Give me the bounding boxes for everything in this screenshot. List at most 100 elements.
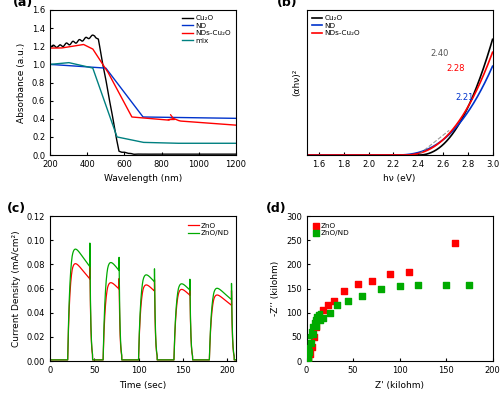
Cu₂O: [210, 152, 216, 156]
Cu₂O: [233, 152, 239, 156]
Cu₂O: [126, 151, 132, 156]
ZnO/ND: [326, 310, 334, 316]
Point: [304, 355, 312, 361]
ZnO: [308, 344, 316, 350]
ND: [308, 153, 314, 158]
Text: 2.28: 2.28: [446, 64, 465, 73]
ZnO: [310, 334, 318, 340]
ZnO: [87, 256, 93, 261]
Line: Cu₂O: Cu₂O: [50, 35, 236, 154]
Y-axis label: (αhν)²: (αhν)²: [292, 69, 301, 96]
ND: [68, 63, 74, 68]
ND: [118, 86, 124, 91]
ZnO/ND: [304, 354, 312, 360]
Text: (a): (a): [13, 0, 33, 9]
Line: NDs-Cu₂O: NDs-Cu₂O: [300, 35, 498, 155]
mix: [233, 141, 239, 146]
mix: [47, 62, 53, 67]
ND: [209, 116, 215, 120]
ND: [230, 116, 235, 120]
NDs-Cu₂O: [298, 153, 304, 158]
Line: ZnO: ZnO: [50, 259, 236, 360]
ZnO: [405, 269, 413, 275]
Point: [305, 344, 313, 350]
Point: [310, 319, 318, 325]
ZnO: [195, 358, 201, 362]
Legend: ZnO, ZnO/ND: ZnO, ZnO/ND: [185, 219, 232, 239]
ZnO/ND: [344, 297, 352, 304]
NDs-Cu₂O: [233, 123, 239, 128]
Y-axis label: -Z’’ (kilohm): -Z’’ (kilohm): [272, 261, 280, 316]
Cu₂O: [388, 153, 394, 158]
ZnO/ND: [165, 358, 171, 362]
ND: [490, 63, 496, 68]
ZnO: [233, 358, 239, 362]
X-axis label: Time (sec): Time (sec): [120, 381, 166, 389]
ZnO/ND: [304, 357, 312, 363]
NDs-Cu₂O: [490, 49, 496, 54]
ND: [388, 153, 394, 158]
ZnO/ND: [195, 358, 201, 362]
Text: 2.40: 2.40: [430, 49, 449, 58]
mix: [172, 141, 177, 146]
ZnO/ND: [316, 317, 324, 323]
ZnO/ND: [312, 323, 320, 330]
NDs-Cu₂O: [79, 42, 85, 47]
mix: [126, 137, 132, 142]
ZnO/ND: [414, 281, 422, 288]
ZnO/ND: [56, 358, 62, 362]
ZnO/ND: [233, 358, 239, 362]
Cu₂O: [132, 152, 138, 157]
ZnO/ND: [396, 283, 404, 289]
Point: [303, 356, 311, 363]
Line: Cu₂O: Cu₂O: [300, 17, 498, 155]
ZnO/ND: [320, 314, 328, 321]
mix: [80, 63, 86, 68]
ND: [79, 64, 85, 69]
ZnO/ND: [377, 285, 385, 292]
ZnO: [368, 278, 376, 284]
Line: mix: mix: [50, 63, 236, 143]
Line: ND: ND: [300, 51, 498, 155]
Y-axis label: Current Density (mA/cm²): Current Density (mA/cm²): [12, 230, 21, 347]
Legend: Cu₂O, ND, NDs-Cu₂O, mix: Cu₂O, ND, NDs-Cu₂O, mix: [181, 14, 233, 45]
ZnO/ND: [358, 292, 366, 299]
ND: [454, 124, 460, 129]
NDs-Cu₂O: [68, 44, 74, 49]
Point: [303, 358, 311, 364]
Cu₂O: [394, 153, 400, 158]
Line: ZnO/ND: ZnO/ND: [50, 243, 236, 360]
NDs-Cu₂O: [496, 32, 500, 37]
ZnO: [306, 351, 314, 357]
ZnO: [312, 324, 320, 330]
Point: [304, 353, 312, 359]
Point: [306, 333, 314, 340]
Cu₂O: [79, 39, 85, 43]
ZnO: [56, 358, 62, 362]
Cu₂O: [496, 15, 500, 20]
Legend: ZnO, ZnO/ND: ZnO, ZnO/ND: [310, 219, 352, 239]
Line: NDs-Cu₂O: NDs-Cu₂O: [50, 44, 236, 125]
ZnO/ND: [334, 302, 342, 309]
Point: [304, 351, 312, 357]
ZnO/ND: [442, 281, 450, 288]
Text: (c): (c): [7, 201, 26, 215]
X-axis label: Z' (kilohm): Z' (kilohm): [375, 381, 424, 389]
Point: [316, 310, 324, 316]
Text: 2.21: 2.21: [456, 93, 473, 102]
X-axis label: Wavelength (nm): Wavelength (nm): [104, 174, 182, 184]
ZnO/ND: [466, 281, 473, 288]
Point: [311, 315, 319, 322]
Point: [304, 347, 312, 354]
Cu₂O: [68, 41, 74, 45]
ZnO/ND: [114, 266, 120, 271]
Cu₂O: [118, 150, 124, 154]
Point: [308, 323, 316, 330]
Y-axis label: Absorbance (a.u.): Absorbance (a.u.): [18, 42, 26, 122]
Point: [308, 328, 316, 334]
ZnO: [340, 288, 348, 294]
Text: (b): (b): [277, 0, 297, 9]
Cu₂O: [490, 36, 496, 40]
ZnO/ND: [47, 358, 53, 362]
Cu₂O: [47, 45, 53, 49]
